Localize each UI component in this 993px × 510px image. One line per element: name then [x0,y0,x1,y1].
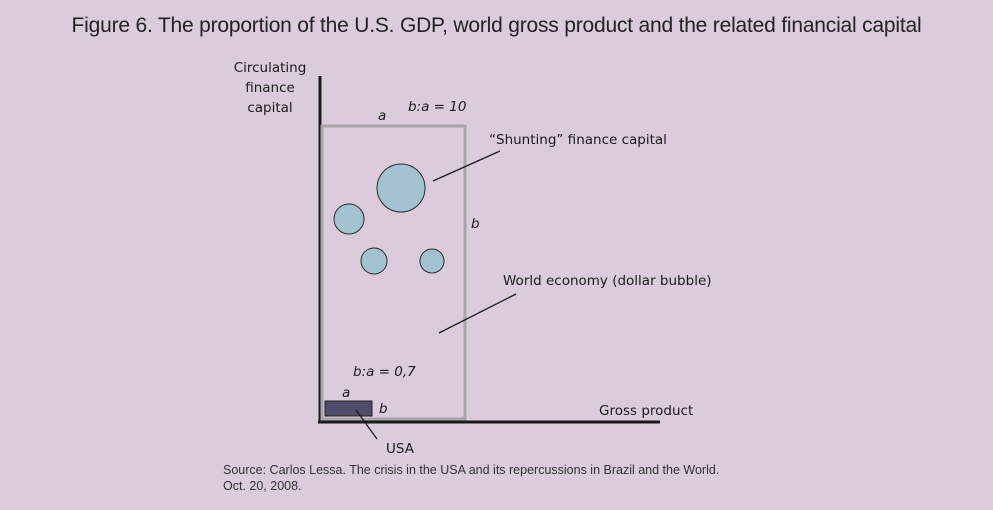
bubble-large [376,163,426,213]
y-axis-label: Circulating finance capital [230,58,310,118]
figure-title: Figure 6. The proportion of the U.S. GDP… [71,14,922,37]
y-axis-label-line3: capital [247,100,293,116]
source-note: Source: Carlos Lessa. The crisis in the … [223,462,719,494]
world-economy-box [320,124,467,421]
usa-box [324,400,373,417]
usa-ratio-label: b:a = 0,7 [353,364,416,380]
usa-label-b: b [379,401,388,417]
usa-label-a: a [342,385,351,401]
bubble-bottom-right [419,248,445,274]
world-ratio-label: b:a = 10 [408,99,466,115]
bubble-left [333,203,365,235]
world-label-a: a [378,108,387,124]
shunting-leader-line [432,150,501,182]
source-line-2: Oct. 20, 2008. [223,479,302,493]
usa-label: USA [386,441,414,457]
world-leader-line [438,293,517,334]
y-axis-label-line1: Circulating [233,60,307,76]
usa-leader-line [355,409,378,440]
world-ratio-text: b:a = 10 [408,99,467,115]
bubble-bottom-left [360,247,388,275]
source-line-1: Source: Carlos Lessa. The crisis in the … [223,463,720,477]
world-label-b: b [471,216,480,232]
world-economy-label: World economy (dollar bubble) [503,273,712,289]
y-axis-label-line2: finance [245,80,295,96]
x-axis-label: Gross product [599,403,694,419]
shunting-capital-label: “Shunting” finance capital [489,132,667,148]
